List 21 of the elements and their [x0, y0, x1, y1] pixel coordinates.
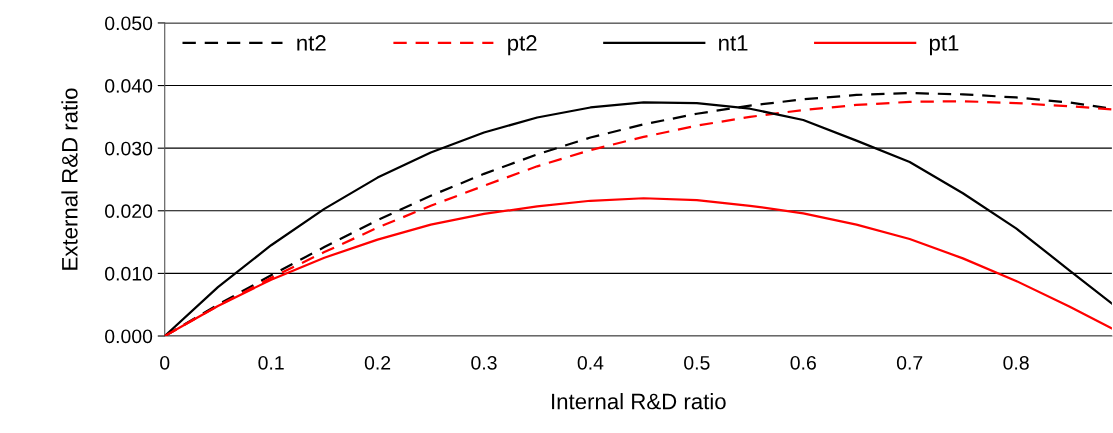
y-tick-label: 0.030 — [105, 141, 153, 156]
x-tick-label: 0 — [160, 355, 170, 370]
x-axis-title: Internal R&D ratio — [552, 393, 726, 410]
y-tick-label: 0.010 — [105, 266, 153, 281]
x-tick-label: 0.1 — [258, 355, 284, 370]
y-axis-title: External R&D ratio — [61, 88, 78, 270]
x-tick-label: 0.3 — [471, 355, 497, 370]
y-tick-label: 0.050 — [105, 16, 153, 31]
x-tick-label: 0.5 — [684, 355, 710, 370]
legend-label: nt2 — [297, 35, 326, 51]
legend-label: pt1 — [929, 35, 959, 56]
y-tick-label: 0.040 — [105, 79, 153, 93]
y-tick-label: 0.000 — [105, 329, 153, 344]
legend-label: nt1 — [719, 35, 748, 51]
x-tick-label: 0.7 — [896, 355, 923, 370]
legend-label: pt2 — [508, 35, 537, 56]
x-tick-label: 0.6 — [790, 355, 816, 370]
y-tick-label: 0.020 — [105, 204, 153, 219]
x-tick-label: 0.2 — [364, 355, 391, 370]
x-tick-label: 0.4 — [577, 355, 604, 370]
x-tick-label: 0.8 — [1003, 355, 1029, 370]
